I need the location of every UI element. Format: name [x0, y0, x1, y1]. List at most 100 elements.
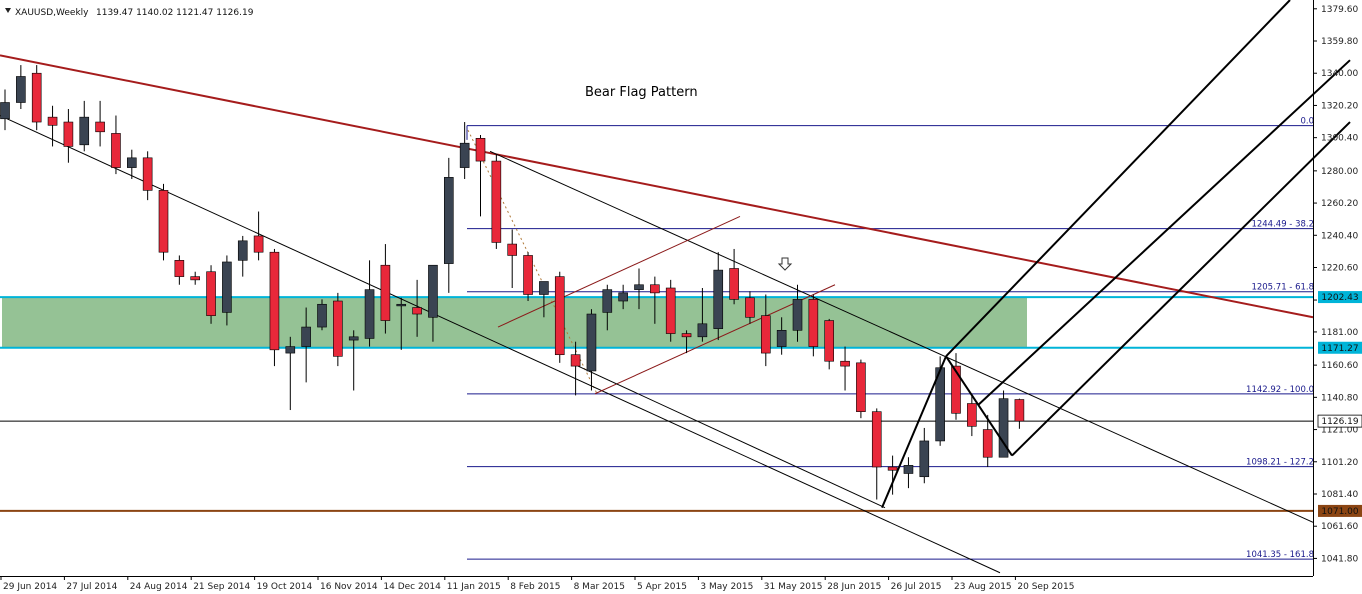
candle[interactable] [301, 307, 311, 383]
candle[interactable] [396, 297, 407, 350]
candle[interactable] [507, 229, 518, 288]
candle[interactable] [745, 291, 755, 324]
time-tick-label: 27 Jul 2014 [66, 582, 117, 592]
candle-body [443, 177, 454, 264]
candle[interactable] [222, 255, 232, 326]
candle[interactable] [665, 279, 676, 342]
candle-body [16, 76, 26, 103]
candle[interactable] [792, 284, 803, 342]
candle[interactable] [158, 183, 169, 261]
candle[interactable] [729, 248, 739, 305]
candle[interactable] [412, 279, 422, 337]
candle[interactable] [523, 252, 533, 302]
time-tick-label: 24 Aug 2014 [130, 582, 188, 592]
time-axis[interactable]: 29 Jun 2014 27 Jul 2014 24 Aug 2014 21 Sep … [0, 576, 1074, 592]
major-downtrend-line[interactable] [0, 54, 1314, 319]
candle[interactable] [1014, 398, 1025, 429]
candle[interactable] [697, 288, 708, 342]
candle[interactable] [982, 414, 993, 467]
candle-body [364, 289, 375, 339]
candle[interactable] [16, 65, 26, 110]
pitchfork-base[interactable] [945, 355, 1013, 457]
candle[interactable] [142, 151, 153, 201]
candle[interactable] [760, 294, 771, 367]
candle-body [697, 323, 708, 338]
candle[interactable] [364, 260, 375, 347]
candle[interactable] [554, 271, 565, 363]
flag-upper-line[interactable] [497, 215, 741, 328]
collapse-triangle-icon[interactable] [5, 8, 11, 13]
candle[interactable] [602, 284, 613, 331]
candle[interactable] [998, 390, 1009, 458]
candle[interactable] [79, 100, 90, 152]
candle[interactable] [967, 395, 977, 437]
candle[interactable] [237, 235, 248, 277]
candle[interactable] [618, 284, 628, 310]
pitchfork-upper-tine[interactable] [945, 0, 1291, 358]
candle[interactable] [0, 89, 10, 131]
candle[interactable] [634, 268, 644, 310]
candle-body [111, 133, 121, 168]
price-tick-label: 1359.80 [1321, 37, 1358, 47]
pitchfork-median-line[interactable] [977, 59, 1351, 406]
candle[interactable] [776, 317, 787, 355]
candle[interactable] [206, 265, 216, 324]
candle-body [348, 336, 359, 341]
candle-body [713, 269, 724, 329]
candle[interactable] [333, 292, 343, 367]
candle[interactable] [95, 100, 105, 147]
upper-channel-line[interactable] [489, 150, 1314, 523]
candle[interactable] [475, 135, 486, 217]
candle[interactable] [443, 157, 454, 293]
candle[interactable] [348, 330, 359, 391]
candle[interactable] [63, 109, 74, 163]
candle-body [47, 116, 58, 126]
candle[interactable] [824, 318, 835, 370]
candle[interactable] [539, 281, 549, 318]
candlestick-series[interactable] [0, 65, 1025, 500]
candle[interactable] [31, 65, 42, 131]
candle-body [856, 362, 866, 412]
candle[interactable] [459, 122, 470, 179]
candle[interactable] [871, 408, 882, 500]
candle[interactable] [586, 309, 597, 391]
candle[interactable] [650, 276, 660, 324]
flag-support-line[interactable] [577, 365, 886, 509]
candle[interactable] [269, 248, 280, 367]
candle[interactable] [174, 255, 185, 285]
candle[interactable] [570, 341, 581, 396]
candle[interactable] [887, 455, 898, 495]
candle[interactable] [111, 115, 121, 175]
price-tag-label: 1126.19 [1321, 417, 1358, 427]
price-tag: 1202.43 [1318, 291, 1362, 304]
candle[interactable] [919, 427, 930, 484]
candle[interactable] [253, 211, 264, 261]
candle[interactable] [127, 149, 137, 179]
candle[interactable] [491, 154, 502, 249]
pitchfork-handle[interactable] [881, 355, 947, 509]
candle-body [285, 346, 296, 354]
candle-body [237, 240, 248, 261]
candle[interactable] [47, 105, 58, 147]
candle[interactable] [380, 244, 391, 334]
candle[interactable] [903, 457, 914, 489]
candle[interactable] [681, 330, 692, 354]
andrews-pitchfork[interactable] [881, 0, 1351, 509]
fib-level-label: 0.0 [1300, 117, 1314, 127]
candle-body [539, 281, 549, 295]
time-tick-label: 8 Feb 2015 [510, 582, 560, 592]
candle[interactable] [951, 353, 961, 420]
candle-body [776, 330, 787, 347]
candle[interactable] [840, 346, 850, 391]
fibonacci-retracement[interactable]: 0.0 1244.49 - 38.2 1205.71 - 61.8 1142.92 -… [466, 117, 1314, 561]
candle[interactable] [190, 271, 200, 285]
candle[interactable] [808, 294, 819, 357]
candle[interactable] [285, 336, 296, 411]
candle[interactable] [317, 299, 327, 331]
time-tick-label: 14 Dec 2014 [383, 582, 441, 592]
candle[interactable] [713, 252, 724, 341]
candle[interactable] [428, 264, 438, 342]
candle[interactable] [856, 359, 866, 419]
pitchfork-lower-tine[interactable] [1011, 121, 1351, 457]
